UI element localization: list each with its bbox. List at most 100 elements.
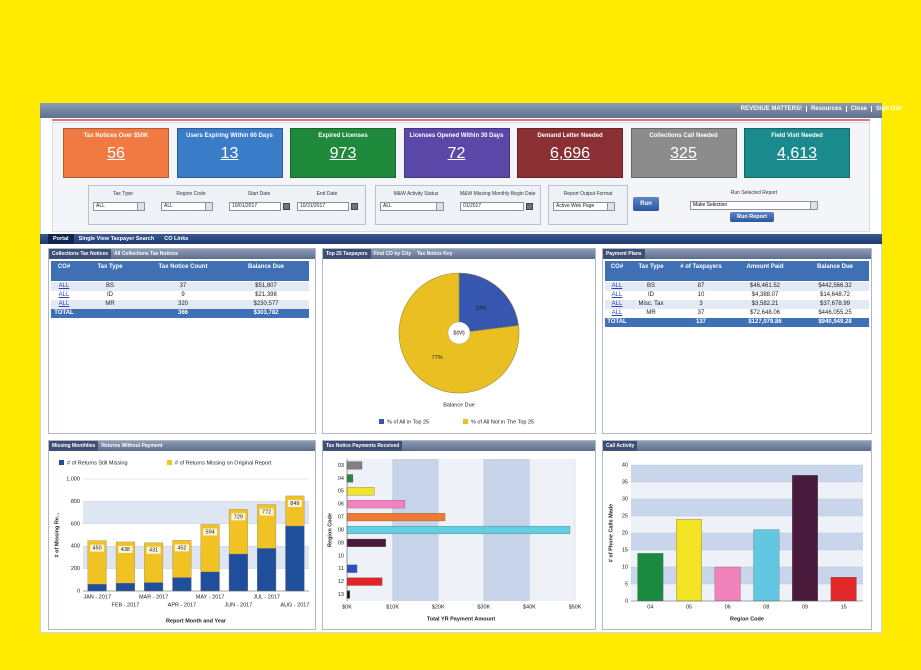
nav-bar: [40, 234, 882, 244]
table-cell: 137: [695, 319, 706, 325]
panel-tab[interactable]: Returns Without Payment: [101, 443, 163, 449]
column-header: Balance Due: [816, 264, 853, 270]
report-select[interactable]: Make Selection: [690, 201, 818, 210]
panel-tab[interactable]: Tax Notice Payments Received: [323, 441, 403, 451]
column-header: Balance Due: [247, 264, 284, 270]
y-tick-label: 0: [77, 588, 80, 594]
panel-tab[interactable]: Top 25 Taxpayers: [323, 249, 371, 259]
kpi-title: Users Expiring Within 60 Days: [186, 133, 273, 139]
table-cell: 9: [181, 292, 185, 298]
panel-tab[interactable]: Tax Notice Key: [417, 251, 453, 257]
filter-input[interactable]: ALL: [380, 202, 444, 211]
nav-tab[interactable]: Single View Taxpayer Search: [78, 236, 155, 242]
kpi-tile[interactable]: Tax Notices Over $50K 56: [63, 128, 169, 178]
data-label: 438: [121, 547, 130, 553]
table-cell[interactable]: ALL: [58, 301, 70, 307]
panel: Top 25 Taxpayers Find CO by City Tax Notic…: [322, 248, 596, 434]
filter-input[interactable]: ALL: [93, 202, 145, 211]
panel: Collections Tax Notices All Collections T…: [48, 248, 316, 434]
filter-input[interactable]: Active Web Page: [553, 202, 615, 211]
grid-band: [631, 567, 863, 584]
panel-body: 23% 77% $(M) Balance Due % of All in Top 25%…: [323, 259, 595, 433]
y-tick-label: 10: [338, 553, 344, 559]
kpi-value: 4,613: [776, 145, 818, 162]
kpi-tile[interactable]: Licenses Opened Within 30 Days 72: [403, 128, 510, 178]
bar: [257, 548, 277, 592]
data-label: 849: [290, 501, 299, 507]
header-link[interactable]: Sign Out: [871, 106, 905, 112]
filter-input[interactable]: 10/31/2017: [297, 202, 349, 211]
run-button[interactable]: Run: [633, 197, 659, 211]
kpi-tile[interactable]: Users Expiring Within 60 Days 13: [176, 128, 283, 178]
header-link[interactable]: Resources: [805, 106, 846, 112]
table-cell: TOTAL: [607, 319, 627, 325]
table-row: ALL BS 37 $51,807: [51, 282, 309, 291]
table-row: ALL Misc. Tax 3 $3,582.21 $37,678.99: [605, 300, 869, 309]
filter-input[interactable]: ALL: [161, 202, 213, 211]
nav-tab[interactable]: CO Links: [164, 236, 189, 242]
panel-tab[interactable]: Payment Plans: [603, 249, 645, 259]
table-cell: $46,461.52: [749, 283, 781, 289]
panel-tab[interactable]: All Collections Tax Notices: [114, 251, 178, 257]
y-tick-label: 400: [71, 544, 80, 550]
panel-tab[interactable]: Missing Monthlies: [49, 441, 99, 451]
header-link[interactable]: Close: [845, 106, 871, 112]
table-cell[interactable]: ALL: [611, 283, 623, 289]
center-label: $(M): [453, 330, 464, 336]
y-axis-title: Region Code: [327, 513, 333, 547]
kpi-tile[interactable]: Demand Letter Needed 6,696: [517, 128, 623, 178]
panel: Missing Monthlies Returns Without Payment…: [48, 440, 316, 630]
table-cell: 3: [699, 301, 703, 307]
panel-tab[interactable]: Collections Tax Notices: [49, 249, 112, 259]
data-label: 431: [149, 548, 158, 554]
table-cell[interactable]: ALL: [58, 283, 70, 289]
table-row: ALL BS 87 $46,461.52 $442,566.32: [605, 282, 869, 291]
x-tick-label: JAN - 2017: [83, 594, 111, 600]
kpi-tile[interactable]: Expired Licenses 973: [290, 128, 396, 178]
kpi-value: 72: [447, 145, 466, 162]
y-tick-label: 13: [338, 592, 344, 598]
table-cell: ID: [107, 292, 113, 298]
y-tick-label: 35: [622, 479, 628, 485]
filter-input[interactable]: 10/01/2017: [229, 202, 281, 211]
table-row: ALL ID 9 $21,398: [51, 291, 309, 300]
data-label-box: [259, 508, 274, 516]
pie-slice: [458, 272, 519, 334]
select-arrow: [205, 203, 212, 210]
x-tick-label: FEB - 2017: [111, 602, 139, 608]
header-link[interactable]: REVENUE MATTERS!: [740, 106, 802, 112]
kpi-tile[interactable]: Collections Call Needed 325: [630, 128, 737, 178]
nav-tab[interactable]: Portal: [48, 234, 74, 244]
filter-group: Report Output Format Active Web Page: [548, 185, 628, 225]
x-tick-label: 08: [763, 604, 769, 610]
data-label-box: [174, 544, 189, 552]
table-cell: $3,582.21: [751, 301, 779, 307]
y-tick-label: 09: [338, 540, 344, 546]
table-cell[interactable]: ALL: [611, 292, 623, 298]
kpi-title: Field Visit Needed: [771, 133, 823, 139]
column-header: CO#: [57, 264, 71, 270]
table-cell: BS: [105, 283, 114, 289]
table-cell[interactable]: ALL: [611, 310, 623, 316]
panel-tab[interactable]: Call Activity: [603, 441, 638, 451]
panel-tab[interactable]: Find CO by City: [373, 251, 412, 257]
table-cell: 320: [177, 301, 188, 307]
table-cell: [629, 318, 673, 327]
calendar-icon: [283, 203, 290, 210]
legend-label: % of All in Top 25: [387, 419, 429, 425]
y-tick-label: 11: [338, 566, 344, 572]
table-cell[interactable]: ALL: [611, 301, 623, 307]
kpi-tile[interactable]: Field Visit Needed 4,613: [744, 128, 850, 178]
bar: [346, 577, 383, 586]
table-cell[interactable]: ALL: [58, 292, 70, 298]
table-cell: $14,648.72: [819, 292, 851, 298]
filter-label: M&W Missing Monthly Begin Date: [460, 191, 536, 197]
select-arrow: [137, 203, 144, 210]
y-tick-label: 600: [71, 521, 80, 527]
filter-input[interactable]: 01/2017: [460, 202, 524, 211]
table-cell: 37: [179, 283, 187, 289]
panel-header: Top 25 Taxpayers Find CO by City Tax Notic…: [323, 249, 595, 259]
run-report-button[interactable]: Run Report: [730, 212, 774, 222]
